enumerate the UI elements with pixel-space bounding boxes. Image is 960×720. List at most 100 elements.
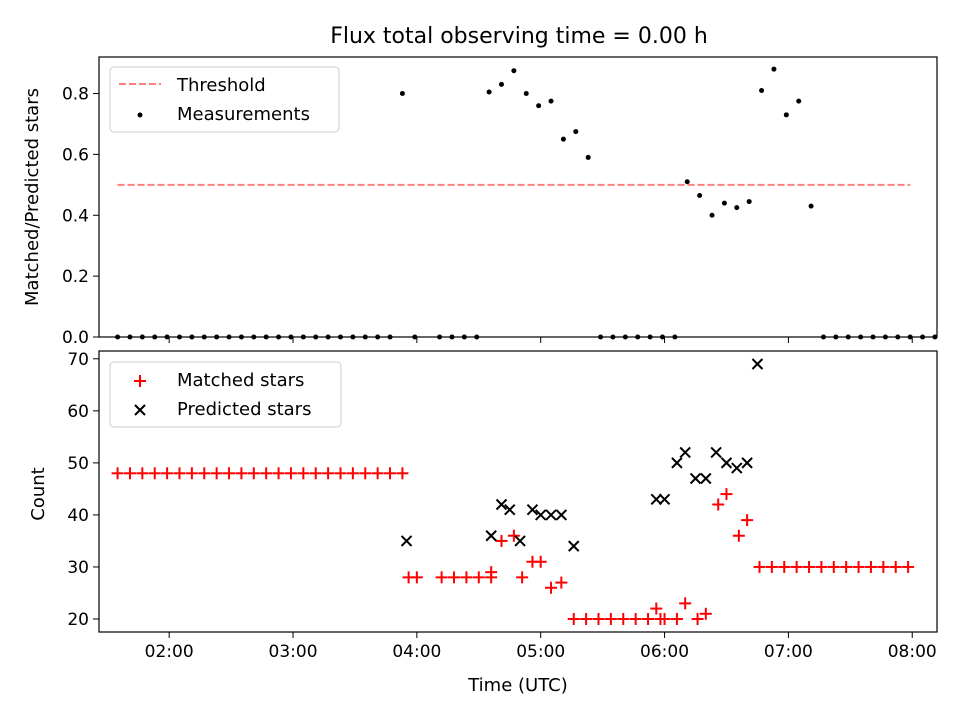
x-b: [526, 504, 539, 516]
x-tick-label: 04:00: [392, 642, 441, 662]
x-b: [679, 446, 691, 459]
predicted-stars-point: [741, 457, 753, 469]
x-b: [504, 504, 516, 516]
matched-stars-point: [396, 467, 409, 480]
measurement-point: [511, 68, 517, 74]
predicted-stars-point: [495, 498, 508, 511]
measurement-point: [536, 103, 542, 109]
x-b: [568, 540, 580, 552]
threshold-legend-label: Threshold: [176, 75, 266, 96]
matched-stars-point: [712, 498, 725, 511]
measurement-point: [709, 212, 715, 218]
measurement-point: [548, 98, 554, 104]
matched-stars-point: [235, 467, 248, 480]
predicted-stars-point: [504, 504, 516, 516]
predicted-stars-point: [650, 493, 662, 506]
matched-legend-swatch: [134, 375, 146, 387]
bottom-legend-box: [109, 361, 342, 428]
matched-stars-point: [741, 514, 754, 527]
measurement-point: [585, 154, 591, 160]
measurement-point: [560, 136, 566, 142]
chart-title: Flux total observing time = 0.00 h: [330, 24, 708, 49]
matched-stars-point: [334, 467, 347, 480]
top-plot-area: 0.0 0.2 0.4 0.6 0.8: [62, 66, 938, 348]
matched-stars-point: [460, 571, 473, 584]
matched-stars-point: [111, 467, 124, 480]
bottom-y-tick-label: 20: [67, 610, 89, 630]
matched-stars-point: [173, 467, 186, 480]
predicted-stars-point: [545, 509, 557, 521]
matched-stars-point: [384, 467, 397, 480]
predicted-stars-point: [679, 446, 691, 459]
predicted-stars-point: [700, 472, 712, 485]
matched-stars-point: [309, 467, 322, 480]
x-b: [400, 535, 413, 547]
matched-stars-point: [346, 467, 359, 480]
bottom-y-tick-label: 30: [67, 558, 89, 578]
x-b: [689, 472, 702, 485]
matched-stars-point: [815, 560, 828, 573]
matched-stars-point: [410, 571, 423, 584]
matched-stars-point: [864, 560, 877, 573]
predicted-stars-point: [400, 535, 413, 547]
matched-stars-point: [902, 560, 915, 573]
measurement-point: [573, 129, 579, 135]
top-panel: 0.00.20.40.60.8 Matched/Predicted stars …: [22, 56, 938, 348]
measurement-point: [498, 81, 504, 87]
matched-stars-point: [371, 467, 384, 480]
bottom-panel: 02:00 03:00 04:00 05:00 06:00 07:00 08:00 20 30 4…: [28, 350, 938, 696]
matched-stars-point: [223, 467, 236, 480]
bottom-y-tick-label: 40: [67, 506, 89, 526]
x-tick-label: 05:00: [516, 642, 565, 662]
top-y-tick-label: 0.4: [62, 206, 89, 226]
x-b: [545, 509, 557, 521]
measurement-point: [759, 87, 765, 93]
x-tick-label: 06:00: [640, 642, 689, 662]
matched-stars-point: [448, 571, 461, 584]
measurements-legend-swatch: [137, 112, 143, 118]
x-b: [710, 446, 722, 459]
predicted-legend-swatch: [134, 404, 146, 416]
measurement-point: [796, 98, 802, 104]
measurement-point: [486, 89, 492, 95]
matched-stars-point: [161, 467, 174, 480]
bottom-y-tick-label: 60: [67, 402, 89, 422]
matched-stars-point: [507, 529, 520, 542]
matched-stars-point: [790, 560, 803, 573]
matched-stars-point: [753, 560, 766, 573]
x-b: [650, 493, 662, 506]
matched-stars-point: [889, 560, 902, 573]
matched-stars-point: [691, 612, 704, 625]
matched-stars-point: [877, 560, 890, 573]
bottom-y-tick-label: 50: [67, 454, 89, 474]
matched-stars-point: [604, 612, 617, 625]
matched-stars-point: [720, 488, 733, 501]
bottom-legend: Matched stars Predicted stars: [109, 361, 342, 428]
matched-stars-point: [198, 467, 211, 480]
matched-stars-point: [670, 612, 683, 625]
matched-stars-point: [495, 534, 508, 547]
measurement-point: [746, 199, 752, 205]
predicted-stars-point: [485, 530, 497, 542]
matched-stars-point: [322, 467, 335, 480]
measurement-point: [771, 66, 777, 72]
matched-stars-point: [210, 467, 223, 480]
x-b: [741, 457, 753, 469]
x-tick-label: 08:00: [888, 642, 937, 662]
x-tick-label: 03:00: [269, 642, 318, 662]
bottom-y-tick-label: 70: [67, 350, 89, 370]
matched-stars-point: [803, 560, 816, 573]
measurement-point: [783, 112, 789, 118]
predicted-stars-point: [689, 472, 702, 485]
matched-stars-point: [136, 467, 149, 480]
top-y-tick-label: 0.0: [62, 328, 89, 348]
x-axis-label: Time (UTC): [467, 675, 568, 696]
predicted-stars-point: [751, 358, 764, 370]
matched-stars-point: [284, 467, 297, 480]
bottom-y-axis-label: Count: [28, 467, 49, 520]
x-b: [671, 457, 683, 469]
predicted-stars-point: [658, 493, 671, 506]
measurement-point: [808, 203, 814, 209]
measurement-point: [684, 179, 690, 185]
